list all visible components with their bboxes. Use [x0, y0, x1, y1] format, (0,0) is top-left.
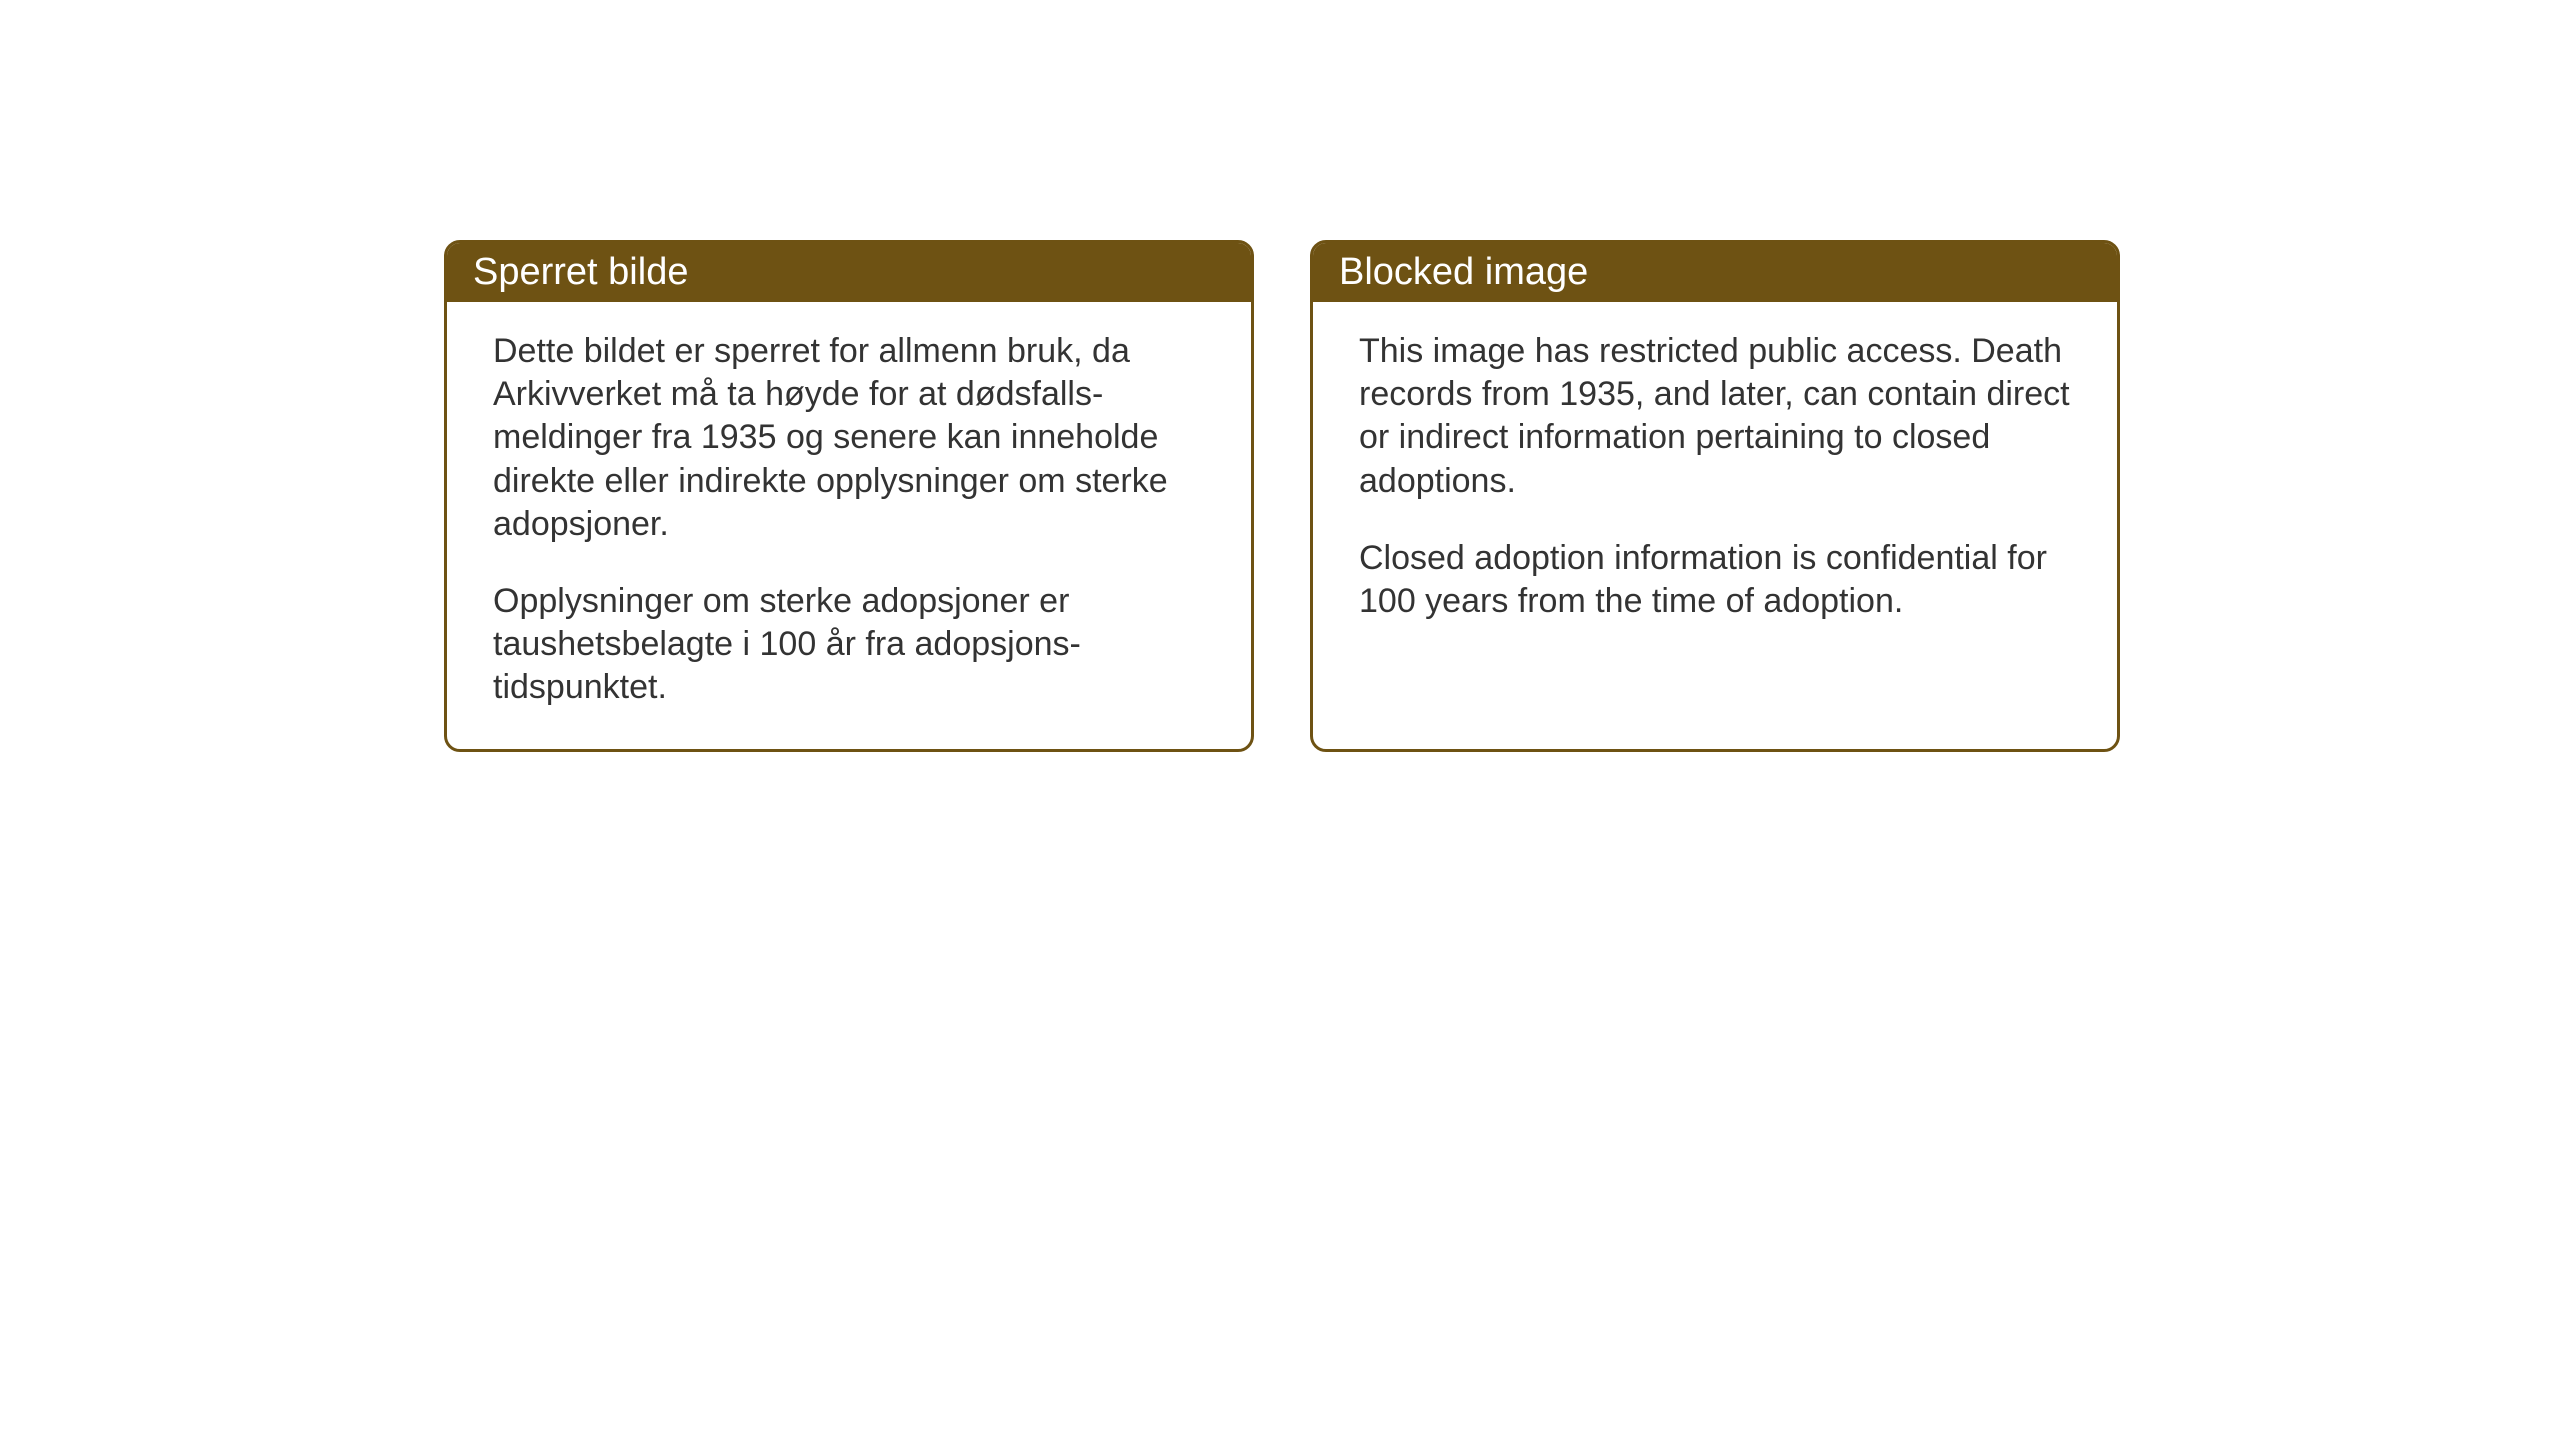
card-title-norwegian: Sperret bilde — [473, 251, 688, 293]
card-paragraph-1-english: This image has restricted public access.… — [1359, 330, 2071, 503]
notice-card-english: Blocked image This image has restricted … — [1310, 240, 2120, 752]
card-title-english: Blocked image — [1339, 251, 1588, 293]
card-header-norwegian: Sperret bilde — [447, 243, 1251, 302]
notice-container: Sperret bilde Dette bildet er sperret fo… — [444, 240, 2120, 752]
card-body-norwegian: Dette bildet er sperret for allmenn bruk… — [447, 302, 1251, 749]
card-paragraph-2-english: Closed adoption information is confident… — [1359, 537, 2071, 623]
card-paragraph-2-norwegian: Opplysninger om sterke adopsjoner er tau… — [493, 580, 1205, 710]
card-header-english: Blocked image — [1313, 243, 2117, 302]
card-paragraph-1-norwegian: Dette bildet er sperret for allmenn bruk… — [493, 330, 1205, 546]
card-body-english: This image has restricted public access.… — [1313, 302, 2117, 663]
notice-card-norwegian: Sperret bilde Dette bildet er sperret fo… — [444, 240, 1254, 752]
